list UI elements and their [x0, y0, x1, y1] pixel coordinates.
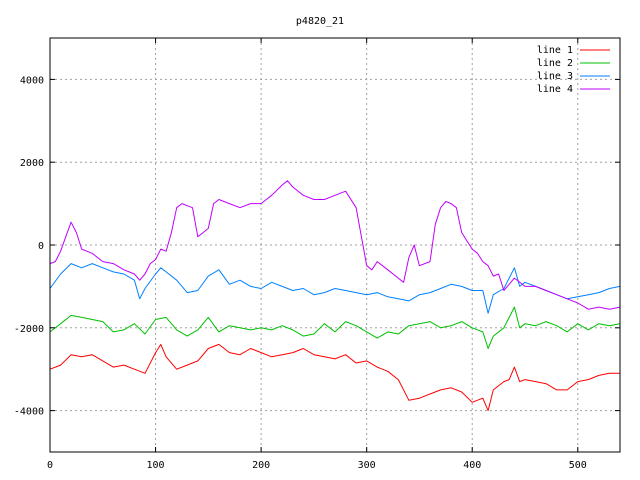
legend-label-3: line 3 — [537, 71, 573, 82]
axis-ticks: 0 100 200 300 400 500 -4000 -2000 0 2000 4000 — [14, 38, 620, 471]
y-tick-label: 2000 — [20, 158, 44, 169]
series-lines — [49, 180, 621, 412]
series-line-1 — [49, 343, 620, 412]
y-tick-label: -4000 — [14, 407, 44, 418]
legend-label-2: line 2 — [537, 58, 573, 69]
y-tick-label: 0 — [38, 241, 44, 252]
legend: line 1 line 2 line 3 line 4 — [537, 45, 610, 95]
chart-title: p4820_21 — [296, 16, 344, 27]
x-tick-label: 400 — [463, 460, 481, 471]
legend-label-1: line 1 — [537, 45, 573, 56]
x-tick-label: 200 — [252, 460, 270, 471]
y-tick-label: -2000 — [14, 324, 44, 335]
x-tick-label: 300 — [358, 460, 376, 471]
grid — [50, 38, 620, 452]
x-tick-label: 0 — [47, 460, 53, 471]
series-line-3 — [49, 263, 621, 314]
y-tick-label: 4000 — [20, 75, 44, 86]
series-line-4 — [49, 180, 621, 310]
series-line-2 — [49, 306, 621, 349]
legend-label-4: line 4 — [537, 84, 573, 95]
x-tick-label: 500 — [569, 460, 587, 471]
x-tick-label: 100 — [147, 460, 165, 471]
